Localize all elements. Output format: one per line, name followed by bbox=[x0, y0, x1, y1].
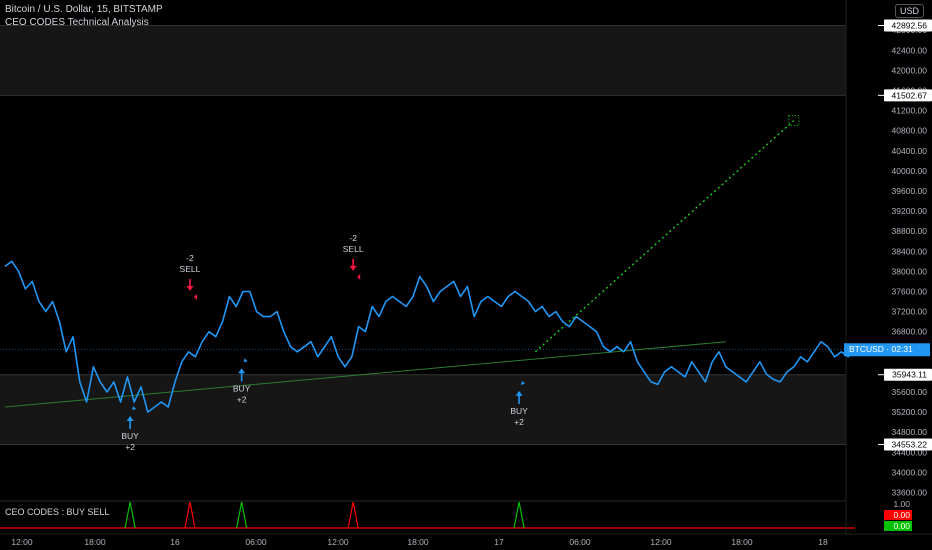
level-tag-bg bbox=[884, 368, 932, 381]
level-tag-label: 42892.56 bbox=[892, 20, 928, 30]
price-series bbox=[4, 260, 856, 413]
y-tick-label: 34000.00 bbox=[892, 467, 928, 477]
sell-pointer-icon bbox=[193, 293, 197, 300]
y-tick-label: 40000.00 bbox=[892, 166, 928, 176]
y-tick-label: 35600.00 bbox=[892, 387, 928, 397]
price-axis: 33600.00 34000.00 34400.00 34800.00 35200.00… bbox=[845, 0, 928, 534]
current-price-tag bbox=[844, 343, 930, 357]
y-tick-label: 40800.00 bbox=[892, 126, 928, 136]
indicator-pane bbox=[0, 500, 855, 529]
level-tag-label: 35943.11 bbox=[892, 370, 927, 380]
buy-label-text: BUY bbox=[510, 406, 528, 416]
indicator-buy-badge bbox=[884, 521, 912, 531]
y-tick-label: 36800.00 bbox=[892, 327, 928, 337]
y-tick-label: 39200.00 bbox=[892, 206, 928, 216]
buy-spike bbox=[236, 501, 248, 529]
y-tick-label: 40400.00 bbox=[892, 146, 928, 156]
sell-arrow-icon bbox=[186, 285, 194, 291]
buy-label-value: +2 bbox=[237, 394, 247, 404]
buy-spike bbox=[513, 501, 525, 529]
x-tick-label: 16 bbox=[170, 537, 180, 547]
buy-label-value: +2 bbox=[514, 417, 524, 427]
x-tick-label: 17 bbox=[494, 537, 504, 547]
buy-label-value: +2 bbox=[125, 442, 135, 452]
x-tick-label: 12:00 bbox=[650, 537, 672, 547]
y-tick-label: 37200.00 bbox=[892, 307, 928, 317]
y-tick-label: 37600.00 bbox=[892, 286, 928, 296]
trend-line-segment bbox=[4, 341, 726, 408]
sell-label-text: SELL bbox=[343, 244, 364, 254]
level-tag-bg bbox=[884, 19, 932, 32]
time-axis: 12:00 18:00 16 06:00 12:00 18:00 17 06:00 12:00 1… bbox=[0, 533, 932, 547]
price-tags: 42892.56 41502.67 35943.11 34553.22 BTCUSD ·… bbox=[844, 19, 932, 451]
indicator-name: CEO CODES Technical Analysis bbox=[5, 17, 149, 28]
indicator-buy-value: 0.00 bbox=[893, 521, 910, 531]
level-tag-bg bbox=[884, 438, 932, 451]
x-tick-label: 12:00 bbox=[327, 537, 349, 547]
x-tick-label: 06:00 bbox=[569, 537, 591, 547]
indicator-sell-value: 0.00 bbox=[893, 510, 910, 520]
buy-arrow-icon bbox=[238, 368, 246, 374]
y-tick-label: 38800.00 bbox=[892, 226, 928, 236]
indicator-scale-top: 1.00 bbox=[893, 499, 910, 509]
sell-label-text: SELL bbox=[180, 264, 201, 274]
y-tick-label: 42000.00 bbox=[892, 65, 928, 75]
y-tick-label: 41200.00 bbox=[892, 106, 928, 116]
buy-pointer-icon bbox=[243, 358, 248, 363]
symbol-title: Bitcoin / U.S. Dollar, 15, BITSTAMP bbox=[5, 4, 163, 15]
projection-target bbox=[788, 115, 800, 127]
level-tag-label: 34553.22 bbox=[892, 440, 928, 450]
buy-label-text: BUY bbox=[233, 383, 251, 393]
currency-button[interactable]: USD bbox=[894, 4, 924, 18]
buy-arrow-icon bbox=[126, 416, 134, 422]
price-line bbox=[4, 260, 856, 413]
x-tick-label: 06:00 bbox=[245, 537, 267, 547]
level-tag-bg bbox=[884, 89, 932, 102]
x-tick-label: 12:00 bbox=[11, 537, 33, 547]
sell-spike bbox=[184, 501, 196, 529]
y-tick-label: 39600.00 bbox=[892, 186, 928, 196]
x-tick-label: 18:00 bbox=[731, 537, 753, 547]
level-tag-label: 41502.67 bbox=[892, 90, 928, 100]
x-tick-label: 18 bbox=[818, 537, 828, 547]
buy-arrow-icon bbox=[515, 390, 523, 396]
current-price-tag-label: BTCUSD · 02:31 bbox=[849, 344, 913, 354]
y-tick-label: 42400.00 bbox=[892, 45, 928, 55]
sell-label-value: -2 bbox=[186, 253, 194, 263]
x-tick-label: 18:00 bbox=[407, 537, 429, 547]
sell-label-value: -2 bbox=[349, 233, 357, 243]
sell-pointer-icon bbox=[357, 273, 361, 280]
y-tick-label: 33600.00 bbox=[892, 487, 928, 497]
y-tick-label: 38000.00 bbox=[892, 266, 928, 276]
x-tick-label: 18:00 bbox=[84, 537, 106, 547]
y-tick-label: 34400.00 bbox=[892, 447, 928, 457]
trend-line bbox=[4, 341, 726, 408]
y-tick-label: 35200.00 bbox=[892, 407, 928, 417]
buy-pointer-icon bbox=[521, 380, 526, 385]
y-tick-label: 38400.00 bbox=[892, 246, 928, 256]
indicator-pane-title: CEO CODES : BUY SELL bbox=[5, 507, 110, 517]
buy-spike bbox=[124, 501, 136, 529]
buy-label-text: BUY bbox=[121, 431, 139, 441]
buy-pointer-icon bbox=[132, 406, 137, 411]
sell-spike bbox=[347, 501, 359, 529]
projection-segment bbox=[534, 120, 795, 353]
indicator-sell-badge bbox=[884, 510, 912, 520]
projection-line bbox=[534, 115, 800, 353]
y-tick-label: 34800.00 bbox=[892, 427, 928, 437]
zone-0 bbox=[0, 25, 846, 96]
sell-arrow-icon bbox=[349, 265, 357, 271]
